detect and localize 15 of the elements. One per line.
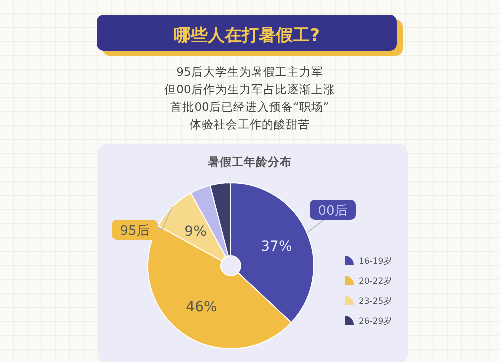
legend-title: 暑假工年龄分布 — [207, 155, 292, 169]
legend-label: 23-25岁 — [359, 296, 393, 307]
legend-label: 26-29岁 — [359, 316, 393, 327]
data-label: 46% — [186, 299, 218, 316]
chart-subtitle: 95后大学生为暑假工主力军 — [176, 65, 324, 79]
data-label: 9% — [184, 224, 207, 240]
legend-label: 16-19岁 — [359, 256, 393, 267]
text: 首批00后已经进入预备“职场” — [170, 100, 330, 114]
data-label: 37% — [261, 239, 292, 256]
text: 00后 — [318, 204, 348, 219]
chart-title: 哪些人在打暑假工? — [174, 26, 320, 46]
text: 但00后作为生力军占比逐渐上涨 — [164, 82, 336, 96]
legend-label: 20-22岁 — [359, 276, 393, 287]
text: 95后 — [120, 224, 150, 239]
text: 体验社会工作的酸甜苦 — [190, 118, 310, 132]
